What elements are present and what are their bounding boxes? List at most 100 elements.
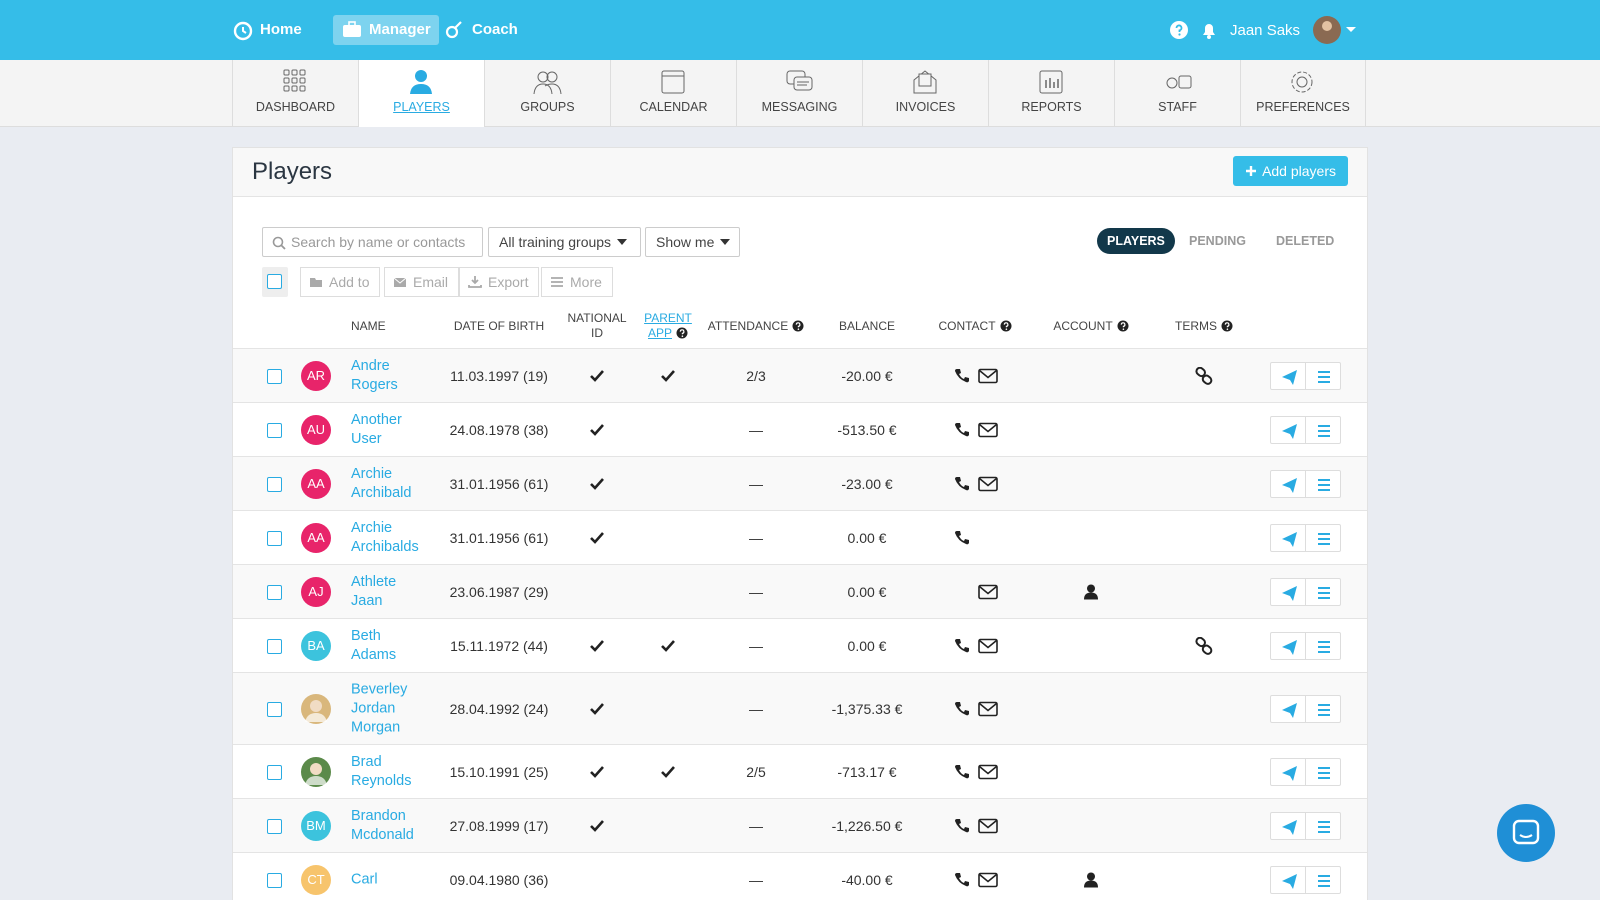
player-name[interactable]: Andre Rogers — [351, 358, 398, 393]
send-icon — [1282, 703, 1297, 718]
checkbox[interactable] — [267, 531, 282, 546]
nav-label: Manager — [369, 21, 431, 38]
column-header: NATIONAL ID — [565, 311, 629, 341]
dropdown[interactable]: All training groups — [488, 227, 641, 257]
email — [978, 584, 998, 601]
player-name[interactable]: Beth Adams — [351, 628, 397, 663]
menu-button[interactable] — [1305, 416, 1341, 444]
send-button[interactable] — [1270, 866, 1306, 894]
menu-button[interactable] — [1305, 758, 1341, 786]
email-icon — [978, 422, 998, 438]
menu-button[interactable] — [1305, 812, 1341, 840]
send-button[interactable] — [1270, 524, 1306, 552]
checkbox[interactable] — [267, 585, 282, 600]
menu-button[interactable] — [1305, 578, 1341, 606]
player-name[interactable]: Brandon Mcdonald — [351, 808, 414, 843]
nav-tab[interactable]: GROUPS — [484, 60, 610, 127]
send-button[interactable] — [1270, 416, 1306, 444]
nav-tab[interactable]: MESSAGING — [736, 60, 862, 127]
bulk-action[interactable]: Export — [459, 267, 540, 297]
menu-button[interactable] — [1305, 866, 1341, 894]
player-name[interactable]: Brad Reynolds — [351, 754, 412, 789]
checkbox[interactable] — [267, 639, 282, 654]
column-header: BALANCE — [812, 319, 922, 334]
nav-tab[interactable]: DASHBOARD — [232, 60, 358, 127]
avatar-photo — [305, 763, 327, 785]
status-tab[interactable]: PLAYERS — [1097, 228, 1175, 254]
send-icon — [1282, 532, 1297, 547]
nav-tab[interactable]: STAFF — [1114, 60, 1240, 127]
top-bar: Home Manager Coach Jaan Saks — [0, 0, 1600, 60]
menu-button[interactable] — [1305, 524, 1341, 552]
nav-item[interactable]: Home — [224, 15, 310, 45]
checkbox[interactable] — [267, 702, 282, 717]
send-button[interactable] — [1270, 632, 1306, 660]
checkbox[interactable] — [267, 369, 282, 384]
send-button[interactable] — [1270, 812, 1306, 840]
checkbox[interactable] — [267, 765, 282, 780]
player-name[interactable]: Archie Archibalds — [351, 520, 419, 555]
phone-icon — [955, 423, 969, 437]
email — [978, 764, 998, 781]
email-icon — [978, 764, 998, 780]
checkbox[interactable] — [267, 423, 282, 438]
menu-icon — [1318, 821, 1330, 833]
player-name[interactable]: Another User — [351, 412, 402, 447]
nav-item[interactable]: Coach — [436, 15, 526, 45]
email-icon — [978, 476, 998, 492]
tab-bar: DASHBOARD PLAYERS GROUPS CALENDAR MESSAGING I… — [0, 60, 1600, 127]
phone-icon — [955, 819, 969, 833]
balance: -513.50 € — [837, 422, 897, 438]
column-header: PARENT APP — [636, 311, 700, 341]
checkbox[interactable] — [267, 873, 282, 888]
send-button[interactable] — [1270, 362, 1306, 390]
checkbox[interactable] — [267, 477, 282, 492]
national-id-check-icon — [590, 478, 604, 490]
send-button[interactable] — [1270, 695, 1306, 723]
menu-button[interactable] — [1305, 362, 1341, 390]
national-id-check-icon — [590, 703, 604, 715]
menu-button[interactable] — [1305, 470, 1341, 498]
select-all[interactable] — [262, 267, 288, 297]
player-row: AR Andre Rogers 11.03.1997 (19) 2/3 -20.00 € — [233, 348, 1367, 402]
nav-tab[interactable]: CALENDAR — [610, 60, 736, 127]
tab-icon — [1039, 70, 1062, 94]
bulk-action[interactable]: More — [541, 267, 613, 297]
checkbox[interactable] — [267, 819, 282, 834]
player-name[interactable]: Athlete Jaan — [351, 574, 397, 609]
nav-tab[interactable]: INVOICES — [862, 60, 988, 127]
send-icon — [1282, 766, 1297, 781]
chat-button[interactable] — [1497, 804, 1555, 862]
nav-item[interactable]: Manager — [333, 15, 439, 45]
menu-icon — [1318, 875, 1330, 887]
phone-icon — [955, 702, 969, 716]
player-name[interactable]: Beverley Jordan Morgan — [351, 681, 408, 736]
player-name[interactable]: Carl — [351, 871, 378, 888]
bulk-action[interactable]: Email — [384, 267, 460, 297]
add-players-button[interactable]: Add players — [1233, 156, 1348, 186]
send-button[interactable] — [1270, 578, 1306, 606]
menu-button[interactable] — [1305, 695, 1341, 723]
tab-icon — [283, 69, 305, 92]
phone — [954, 530, 970, 546]
national-id-check — [589, 530, 605, 546]
send-button[interactable] — [1270, 470, 1306, 498]
search-input[interactable]: Search by name or contacts — [262, 227, 483, 257]
parent-app-check — [660, 764, 676, 780]
dropdown[interactable]: Show me — [645, 227, 740, 257]
nav-tab[interactable]: REPORTS — [988, 60, 1114, 127]
status-tab[interactable]: DELETED — [1276, 234, 1335, 248]
user-menu[interactable]: Jaan Saks — [1170, 15, 1358, 45]
menu-button[interactable] — [1305, 632, 1341, 660]
avatar: BA — [301, 631, 331, 661]
send-button[interactable] — [1270, 758, 1306, 786]
attendance: 2/5 — [746, 764, 766, 780]
column-header: NAME — [351, 319, 386, 334]
bulk-action[interactable]: Add to — [300, 267, 381, 297]
column-label[interactable]: PARENT APP — [644, 311, 692, 340]
player-name[interactable]: Archie Archibald — [351, 466, 412, 501]
status-tab[interactable]: PENDING — [1189, 234, 1246, 248]
nav-tab[interactable]: PREFERENCES — [1240, 60, 1366, 127]
nav-tab[interactable]: PLAYERS — [358, 60, 484, 127]
